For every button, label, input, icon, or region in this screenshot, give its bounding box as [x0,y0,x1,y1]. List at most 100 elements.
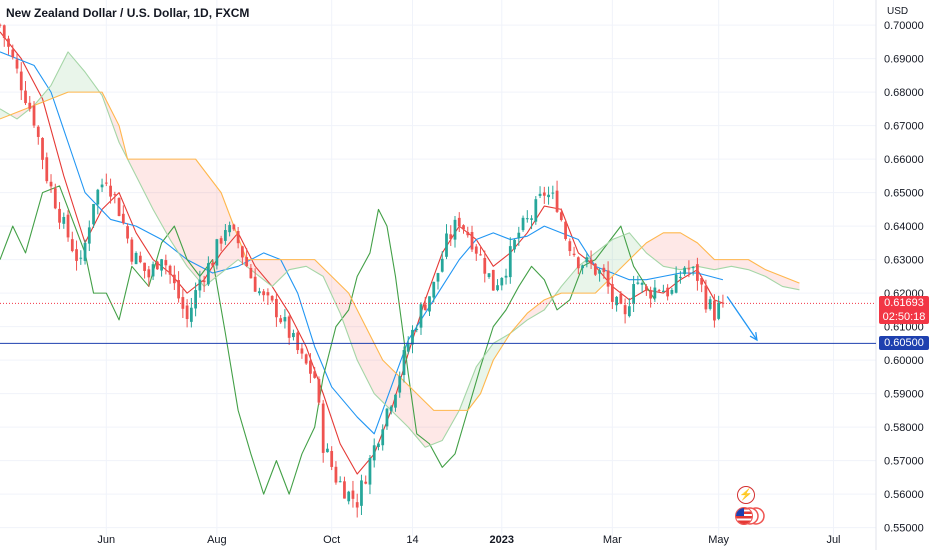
candle-body [457,217,461,227]
currency-label: USD [887,6,909,17]
candle-body [126,226,129,239]
x-tick-label: 2023 [490,534,514,546]
candle-body [559,212,563,221]
candle-body [610,284,614,302]
y-tick-label: 0.65000 [884,188,924,200]
candle-body [206,263,210,285]
candle-body [164,260,168,266]
candle-body [313,371,317,378]
candle-body [241,246,244,258]
candle-body [104,182,108,184]
cloud-bearish [129,159,460,448]
candle-body [551,192,555,194]
candle-body [117,198,121,217]
symbol-title[interactable]: New Zealand Dollar / U.S. Dollar, 1D, FX… [6,6,250,20]
candlesticks[interactable] [0,23,725,518]
us-flag-icon[interactable] [735,507,765,525]
candle-body [436,273,440,282]
candle-body [636,282,640,284]
y-tick-label: 0.66000 [884,154,924,166]
candle-body [66,214,70,238]
candle-body [236,231,240,244]
candle-body [568,241,572,252]
candle-body [713,300,716,321]
candle-body [377,443,380,448]
leading-span-b [0,91,800,411]
candle-body [547,194,550,198]
y-tick-label: 0.55000 [884,523,924,535]
time-axis[interactable]: Jun Aug Oct 14 2023 Mar May Jul [97,534,840,546]
candle-body [576,257,580,269]
candle-body [28,102,32,109]
candle-body [262,291,266,296]
candle-body [32,105,36,126]
candle-body [172,274,176,284]
candle-body [419,304,423,328]
candle-body [338,481,342,483]
candle-body [177,280,180,299]
y-tick-label: 0.59000 [884,389,924,401]
candle-body [649,290,653,299]
candle-body [368,458,372,485]
candle-body [151,264,155,277]
candle-body [474,246,478,254]
x-tick-label: May [708,534,729,546]
candle-body [385,408,389,427]
candle-body [355,502,359,508]
candle-body [708,299,712,309]
candle-body [398,376,402,393]
candle-body [372,445,376,461]
candle-body [525,218,529,220]
candle-body [321,403,325,453]
candle-body [185,305,189,320]
candle-body [679,276,682,278]
candle-body [670,289,674,294]
candle-body [564,221,567,239]
candle-body [364,481,368,484]
candle-body [717,302,721,319]
candle-body [41,137,44,160]
price-axis[interactable]: 0.55000 0.56000 0.57000 0.58000 0.59000 0.600… [884,20,924,535]
x-tick-label: Aug [207,534,227,546]
leading-span-a [0,51,800,448]
candle-body [700,278,704,285]
candle-body [504,275,508,278]
candle-body [598,270,601,274]
y-tick-label: 0.61000 [884,322,924,334]
candle-body [109,185,112,197]
y-tick-label: 0.60000 [884,355,924,367]
candle-body [45,157,49,182]
projection-arrowhead [749,332,758,342]
candle-body [470,232,474,250]
cloud-bearish [512,295,555,332]
candle-body [632,284,635,304]
candle-body [657,290,661,292]
candle-body [517,232,521,239]
candle-body [530,218,533,220]
x-tick-label: 14 [406,534,418,546]
x-tick-label: Mar [603,534,622,546]
candle-body [513,239,516,250]
y-tick-label: 0.63000 [884,255,924,267]
candle-body [640,282,644,285]
candle-body [653,287,657,299]
candle-body [232,224,236,230]
y-tick-label: 0.64000 [884,221,924,233]
candle-body [389,406,393,412]
candle-body [253,276,257,292]
candle-body [19,71,23,91]
lightning-icon[interactable]: ⚡ [737,486,755,504]
candle-body [249,267,253,279]
candle-body [666,287,670,297]
candle-body [113,194,117,196]
candle-body [228,225,232,233]
candle-body [83,242,87,261]
lagging-span [0,185,656,495]
candle-body [445,233,448,257]
candle-body [24,90,27,104]
y-tick-label: 0.69000 [884,54,924,66]
candle-body [500,277,504,286]
candle-body [343,481,346,499]
candle-body [326,448,329,453]
